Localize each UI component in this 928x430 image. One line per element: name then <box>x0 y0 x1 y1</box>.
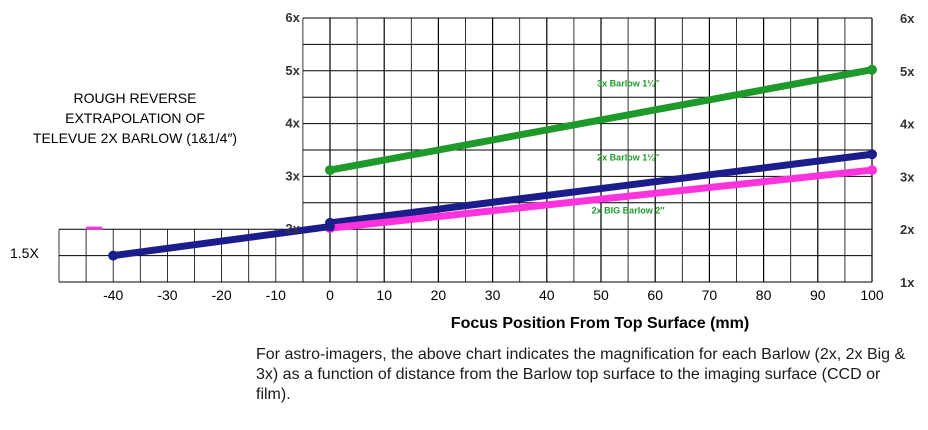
series-labels: 3x Barlow 1¼″ 2x Barlow 1¼″ 2x BIG Barlow … <box>592 79 666 216</box>
series-line-0 <box>326 66 876 174</box>
tick-labels: -40 -30 -20 -10 0 10 20 30 40 50 60 70 80 90 100 2x 3x 4x… <box>103 10 915 303</box>
series-point <box>325 221 335 232</box>
x-tick-label: 10 <box>376 287 392 303</box>
caption: For astro-imagers, the above chart indic… <box>256 346 906 403</box>
series-line-2 <box>326 166 876 232</box>
annotation-line-1: ROUGH REVERSE <box>73 90 197 106</box>
series-line-3 <box>109 223 334 260</box>
y-tick-label-left: 3x <box>285 168 300 183</box>
x-tick-label: -40 <box>103 287 123 303</box>
series-label: 2x Barlow 1¼″ <box>597 153 660 163</box>
y-tick-label-right: 5x <box>900 64 915 79</box>
grid <box>58 17 873 283</box>
y-tick-label-left: 5x <box>285 63 300 78</box>
series-point <box>867 165 877 176</box>
y-tick-label-left: 6x <box>285 10 300 25</box>
y-tick-label-right: 4x <box>900 117 915 132</box>
y-tick-label-right: 2x <box>900 222 915 237</box>
extrapolation-annotation: ROUGH REVERSE EXTRAPOLATION OF TELEVUE 2… <box>30 88 240 148</box>
annotation-line-3: TELEVUE 2X BARLOW (1&1/4″) <box>32 130 238 146</box>
x-tick-label: -30 <box>157 287 177 303</box>
x-tick-label: 0 <box>326 287 334 303</box>
x-axis-label: Focus Position From Top Surface (mm) <box>450 315 750 332</box>
x-tick-label: -10 <box>266 287 286 303</box>
series-point <box>108 250 119 261</box>
series-point <box>867 64 877 75</box>
y-tick-label-right: 6x <box>900 11 915 26</box>
series-point <box>867 149 877 160</box>
series-label: 3x Barlow 1¼″ <box>597 79 660 89</box>
x-tick-label: 60 <box>647 287 663 303</box>
series-point <box>325 165 335 176</box>
y-tick-label-left: 4x <box>285 116 300 131</box>
chart: -40 -30 -20 -10 0 10 20 30 40 50 60 70 80 90 100 2x 3x 4x… <box>58 10 915 303</box>
y-tick-label-left: 2x <box>285 221 300 236</box>
x-tick-label: 50 <box>593 287 609 303</box>
series-line-1 <box>326 150 876 227</box>
series-label: 2x BIG Barlow 2″ <box>592 205 666 215</box>
x-tick-label: 30 <box>485 287 501 303</box>
y-tick-label-right: 3x <box>900 169 915 184</box>
x-tick-label: 100 <box>860 287 884 303</box>
x-tick-label: 40 <box>539 287 555 303</box>
x-tick-label: 70 <box>702 287 718 303</box>
y-tick-label-right: 1x <box>900 275 915 290</box>
x-tick-label: 90 <box>810 287 826 303</box>
x-tick-label: 20 <box>431 287 447 303</box>
extrapolation-value-label: 1.5X <box>10 245 39 261</box>
x-tick-label: 80 <box>756 287 772 303</box>
annotation-line-2: EXTRAPOLATION OF <box>65 110 205 126</box>
series-lines <box>86 64 877 261</box>
x-tick-label: -20 <box>211 287 231 303</box>
